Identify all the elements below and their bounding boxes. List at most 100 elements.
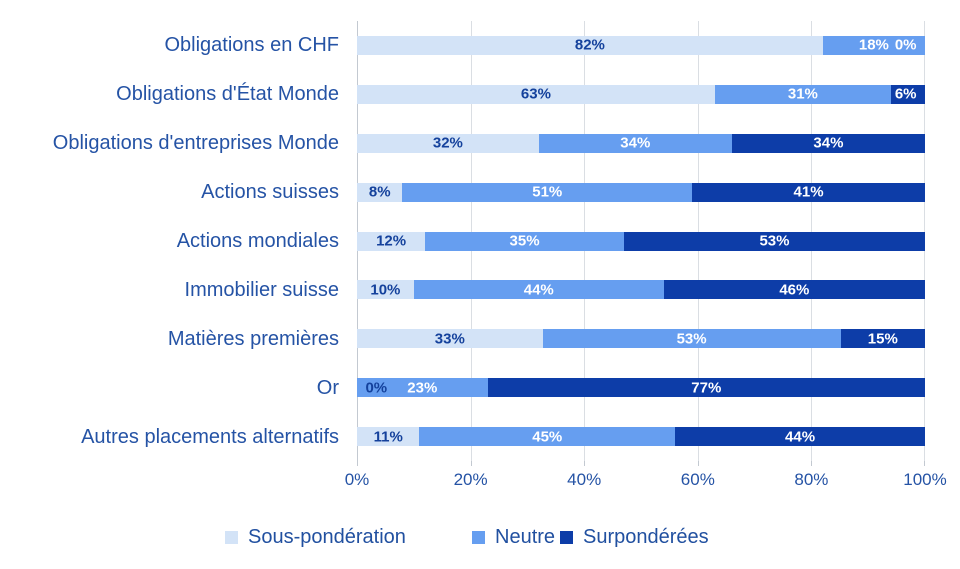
x-axis-label-20: 20% [453,470,488,489]
bar-segment-Surpondérées [890,84,925,104]
bar-rows: 82% 18% 0% 63% 31% 6% 32% 34% 34% 8% 51% 41% 12% 35% 5… [357,21,925,461]
legend-label: Sous-pondération [248,526,406,548]
tick-60 [697,461,699,466]
bar-segment-Surpondérées [692,182,925,202]
segment-value-label: 31% [787,85,818,103]
bar-segment-Neutre [538,133,732,153]
segment-value-label: 6% [894,85,917,103]
category-label-6: Matières premières [167,327,339,350]
stacked-bar: 10% 44% 46% [357,280,925,300]
segment-value-label: 34% [620,134,651,152]
bar-segment-Sous-pondération [357,35,823,55]
tick-0 [357,461,358,466]
segment-value-label: 41% [793,183,824,201]
segment-value-label: 23% [407,379,438,397]
bar-segment-Surpondérées [840,329,925,349]
stacked-bar: 82% 18% 0% [357,35,925,55]
bar-segment-Surpondérées [663,280,925,300]
chart-row-1: 63% 31% 6% [357,70,925,119]
chart-row-5: 10% 44% 46% [357,265,925,314]
bar-segment-Sous-pondération [357,133,539,153]
bar-segment-Sous-pondération [357,427,420,447]
segment-value-label: 51% [532,183,563,201]
segment-value-label: 11% [373,428,403,446]
category-label-3: Actions suisses [201,181,339,204]
legend-swatch-icon [560,530,573,544]
legend-item-1: Neutre [472,523,555,551]
bar-segment-Neutre [413,280,664,300]
segment-value-label: 0% [365,379,388,397]
legend: Sous-pondération Neutre Surpondérées [0,523,960,551]
chart-row-4: 12% 35% 53% [357,217,925,266]
category-label-8: Autres placements alternatifs [81,425,339,448]
segment-value-label: 46% [779,281,810,299]
segment-value-label: 63% [520,85,551,103]
segment-value-label: 8% [368,183,391,201]
chart-row-8: 11% 45% 44% [357,412,925,461]
x-axis-label-60: 60% [680,470,715,489]
category-label-5: Immobilier suisse [184,278,339,301]
legend-swatch-icon [225,530,238,544]
tick-100 [924,461,925,466]
legend-label: Surpondérées [583,526,709,548]
legend-label: Neutre [495,526,556,548]
legend-swatch-icon [472,530,485,544]
bar-segment-Surpondérées [487,378,925,398]
bar-segment-Sous-pondération [357,280,414,300]
segment-value-label: 0% [894,36,917,54]
chart-row-7: 0% 23% 77% [357,363,925,412]
stacked-bar: 0% 23% 77% [357,378,925,398]
segment-value-label: 12% [376,232,407,250]
plot-area: 82% 18% 0% 63% 31% 6% 32% 34% 34% 8% 51% 41% 12% 35% 5… [357,21,925,461]
segment-value-label: 33% [434,330,465,348]
legend-item-0: Sous-pondération [225,523,406,551]
x-axis-label-100: 100% [903,470,947,489]
x-axis-label-40: 40% [567,470,602,489]
segment-value-label: 77% [691,379,722,397]
x-axis-label-80: 80% [794,470,829,489]
legend-item-2: Surpondérées [560,523,709,551]
category-label-0: Obligations en CHF [164,34,339,57]
bar-segment-Neutre [822,35,925,55]
bar-segment-Neutre [357,378,488,398]
bar-segment-Neutre [542,329,841,349]
stacked-bar: 8% 51% 41% [357,182,925,202]
bar-segment-Surpondérées [675,427,925,447]
bar-segment-Sous-pondération [357,84,715,104]
bar-segment-Sous-pondération [357,182,403,202]
chart-row-0: 82% 18% 0% [357,21,925,70]
bar-segment-Sous-pondération [357,231,426,251]
bar-segment-Neutre [714,84,891,104]
segment-value-label: 18% [858,36,889,54]
category-label-7: Or [316,376,339,399]
bar-segment-Sous-pondération [357,329,543,349]
bar-segment-Neutre [402,182,693,202]
bar-segment-Surpondérées [623,231,925,251]
category-label-2: Obligations d'entreprises Monde [52,132,339,155]
stacked-bar: 33% 53% 15% [357,329,925,349]
category-label-1: Obligations d'État Monde [116,83,339,106]
segment-value-label: 44% [785,428,816,446]
category-axis-labels: Obligations en CHF Obligations d'État Mon… [0,21,339,461]
segment-value-label: 82% [574,36,605,54]
x-axis-ticks [357,461,925,467]
stacked-bar: 12% 35% 53% [357,231,925,251]
chart-row-6: 33% 53% 15% [357,314,925,363]
segment-value-label: 15% [867,330,898,348]
segment-value-label: 35% [509,232,540,250]
stacked-bar: 11% 45% 44% [357,427,925,447]
tick-20 [470,461,472,466]
category-label-4: Actions mondiales [176,230,339,252]
tick-40 [584,461,586,466]
x-axis-label-0: 0% [344,470,370,489]
bar-segment-Neutre [425,231,624,251]
x-axis-labels: 0% 20% 40% 60% 80% 100% [345,469,947,491]
bar-segment-Neutre [419,427,676,447]
bar-segment-Surpondérées [731,133,925,153]
stacked-bar: 32% 34% 34% [357,133,925,153]
segment-value-label: 32% [432,134,463,152]
segment-value-label: 53% [759,232,790,250]
chart-row-3: 8% 51% 41% [357,168,925,217]
chart-row-2: 32% 34% 34% [357,119,925,168]
segment-value-label: 45% [532,428,563,446]
